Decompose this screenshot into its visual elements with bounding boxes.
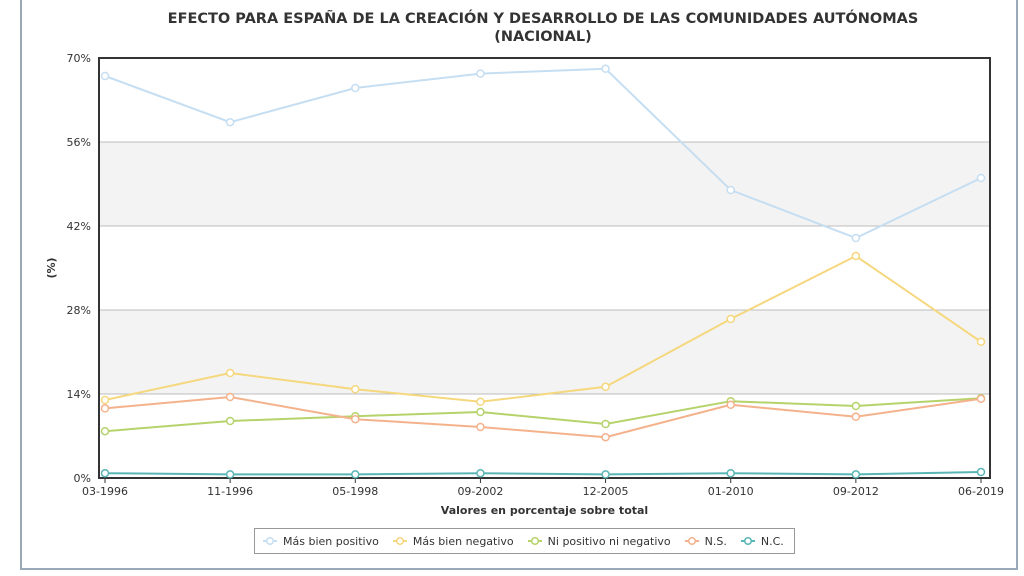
data-point — [726, 185, 735, 195]
plot-band — [99, 394, 990, 478]
legend-item[interactable]: Ni positivo ni negativo — [527, 534, 671, 548]
legend-label: N.C. — [760, 534, 784, 548]
legend-item[interactable]: N.C. — [740, 534, 784, 548]
data-point — [476, 407, 485, 417]
legend-marker-icon — [740, 536, 755, 546]
y-tick-label: 28% — [67, 304, 91, 317]
legend-label: Más bien negativo — [412, 534, 514, 548]
data-point — [726, 314, 735, 324]
chart-title-line2: (NACIONAL) — [494, 29, 592, 45]
chart-title-line1: EFECTO PARA ESPAÑA DE LA CREACIÓN Y DESA… — [167, 11, 919, 27]
data-point — [851, 401, 861, 411]
series-line — [104, 67, 982, 240]
data-point — [100, 426, 110, 436]
y-axis-label: (%) — [45, 257, 58, 278]
data-point — [851, 412, 861, 422]
data-point — [476, 69, 485, 78]
x-tick-label: 11-1996 — [207, 485, 253, 498]
data-point — [100, 71, 110, 81]
data-point — [476, 468, 485, 478]
data-point — [976, 337, 986, 347]
series-line — [104, 254, 982, 403]
data-point — [601, 382, 610, 392]
data-point — [601, 432, 610, 442]
chart-title: EFECTO PARA ESPAÑA DE LA CREACIÓN Y DESA… — [20, 10, 1024, 46]
series-m-s-bien-negativo — [100, 251, 986, 407]
series-m-s-bien-positivo — [100, 64, 986, 243]
legend-item[interactable]: Más bien negativo — [392, 534, 514, 548]
legend: Más bien positivo Más bien negativo Ni pos… — [254, 528, 795, 554]
x-tick-label: 09-2012 — [833, 485, 879, 498]
data-point — [851, 470, 861, 479]
plot-band — [99, 142, 990, 226]
y-tick-label: 42% — [67, 220, 91, 233]
data-point — [351, 414, 360, 424]
data-point — [225, 392, 235, 402]
x-tick-label: 12-2005 — [583, 485, 629, 498]
data-point — [976, 173, 986, 183]
data-point — [225, 470, 235, 479]
data-point — [851, 233, 861, 243]
data-point — [351, 83, 360, 93]
legend-label: Ni positivo ni negativo — [547, 534, 671, 548]
data-point — [601, 470, 610, 479]
legend-item[interactable]: Más bien positivo — [263, 535, 379, 548]
legend-item[interactable]: N.S. — [684, 534, 727, 548]
x-tick-label: 09-2002 — [457, 485, 503, 498]
legend-label: Más bien positivo — [283, 534, 379, 548]
plot-band — [99, 226, 990, 310]
data-point — [100, 404, 110, 413]
legend-marker-icon — [684, 536, 699, 546]
data-point — [225, 117, 235, 127]
data-point — [726, 400, 735, 410]
x-tick-label: 01-2010 — [708, 485, 754, 498]
plot-area-border — [98, 57, 991, 479]
data-point — [476, 397, 485, 407]
data-point — [225, 368, 235, 378]
legend-marker-icon — [263, 536, 277, 546]
data-point — [976, 394, 986, 404]
y-axis-ticks: 0% 14% 28% 42% 56% 70% — [67, 52, 91, 485]
x-tick-label: 03-1996 — [82, 485, 128, 498]
series-line — [104, 471, 982, 476]
data-point — [351, 470, 360, 479]
data-point — [601, 64, 610, 74]
data-point — [976, 467, 986, 477]
data-point — [476, 422, 485, 432]
chart-frame — [20, 0, 1018, 570]
x-axis-label: Valores en porcentaje sobre total — [441, 504, 648, 517]
data-point — [225, 416, 235, 426]
series-n-c- — [100, 467, 986, 479]
x-tick-label: 06-2019 — [958, 485, 1004, 498]
y-tick-label: 56% — [67, 136, 91, 149]
x-axis-ticks: 03-1996 11-1996 05-1998 09-2002 12-2005 01-20… — [82, 478, 1004, 498]
y-tick-label: 14% — [67, 388, 91, 401]
data-point — [851, 251, 861, 261]
data-point — [351, 384, 360, 394]
legend-label: N.S. — [704, 534, 727, 548]
x-tick-label: 05-1998 — [332, 485, 378, 498]
legend-marker-icon — [392, 536, 407, 546]
legend-marker-icon — [527, 536, 542, 546]
series-line — [104, 397, 982, 433]
series-n-s- — [100, 392, 986, 442]
series-group — [100, 64, 986, 479]
data-point — [601, 419, 610, 429]
series-line — [104, 395, 982, 439]
data-point — [726, 468, 735, 478]
y-tick-label: 70% — [67, 52, 91, 65]
y-tick-label: 0% — [74, 472, 91, 485]
data-point — [100, 468, 110, 478]
data-point — [100, 395, 110, 405]
plot-band — [99, 310, 990, 394]
